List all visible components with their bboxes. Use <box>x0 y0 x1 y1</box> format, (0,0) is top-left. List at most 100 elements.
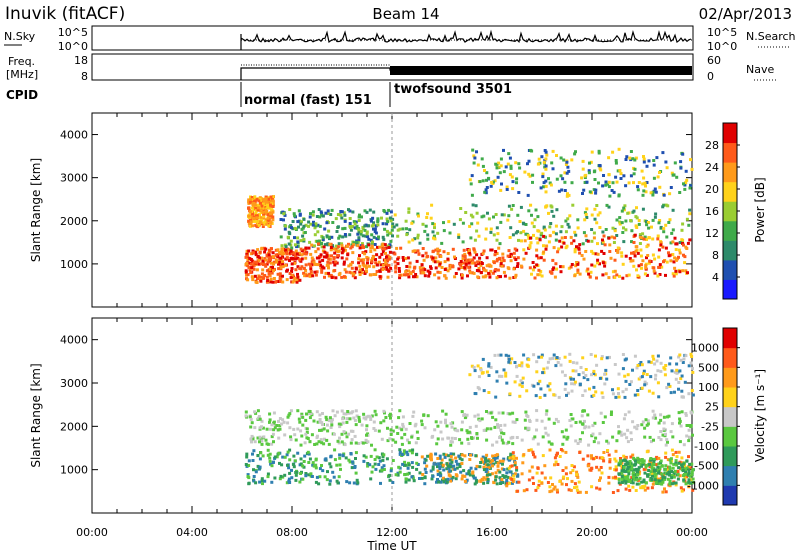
echo-cell <box>387 209 390 212</box>
echo-cell <box>529 149 532 152</box>
echo-cell <box>636 424 639 427</box>
echo-cell <box>575 362 578 365</box>
echo-cell <box>648 463 651 466</box>
echo-cell <box>252 468 255 471</box>
echo-cell <box>474 369 477 372</box>
echo-cell <box>473 415 476 418</box>
echo-cell <box>479 180 482 183</box>
echo-cell <box>586 378 589 381</box>
echo-cell <box>653 363 656 366</box>
echo-cell <box>267 261 270 264</box>
echo-cell <box>507 214 510 217</box>
colorbar-swatch <box>723 387 737 407</box>
echo-cell <box>366 261 369 264</box>
echo-cell <box>433 226 436 229</box>
echo-cell <box>565 466 568 469</box>
echo-cell <box>685 435 688 438</box>
echo-cell <box>593 208 596 211</box>
echo-cell <box>528 478 531 481</box>
echo-cell <box>512 233 515 236</box>
echo-cell <box>486 474 489 477</box>
echo-cell <box>636 470 639 473</box>
echo-cell <box>331 276 334 279</box>
echo-cell <box>490 181 493 184</box>
echo-cell <box>448 470 451 473</box>
echo-cell <box>259 436 262 439</box>
colorbar-swatch <box>723 466 737 486</box>
echo-cell <box>349 222 352 225</box>
echo-cell <box>312 214 315 217</box>
echo-cell <box>592 252 595 255</box>
echo-cell <box>511 442 514 445</box>
echo-cell <box>520 361 523 364</box>
echo-cell <box>525 414 528 417</box>
echo-cell <box>432 475 435 478</box>
echo-cell <box>584 425 587 428</box>
echo-cell <box>683 188 686 191</box>
echo-cell <box>613 191 616 194</box>
echo-cell <box>314 222 317 225</box>
echo-cell <box>415 453 418 456</box>
echo-cell <box>508 482 511 485</box>
echo-cell <box>274 426 277 429</box>
echo-cell <box>657 381 660 384</box>
echo-cell <box>359 268 362 271</box>
echo-cell <box>633 426 636 429</box>
echo-cell <box>270 278 273 281</box>
echo-cell <box>384 252 387 255</box>
echo-cell <box>252 459 255 462</box>
echo-cell <box>441 438 444 441</box>
echo-cell <box>692 394 695 397</box>
echo-cell <box>540 155 543 158</box>
echo-cell <box>494 354 497 357</box>
echo-cell <box>521 472 524 475</box>
colorbar-tick-label: 1000 <box>691 342 719 355</box>
echo-cell <box>393 253 396 256</box>
echo-cell <box>434 453 437 456</box>
echo-cell <box>637 188 640 191</box>
echo-cell <box>642 177 645 180</box>
echo-cell <box>590 485 593 488</box>
echo-cell <box>590 469 593 472</box>
echo-cell <box>432 237 435 240</box>
echo-cell <box>467 259 470 262</box>
echo-cell <box>603 235 606 238</box>
echo-cell <box>345 257 348 260</box>
echo-cell <box>317 247 320 250</box>
echo-cell <box>607 237 610 240</box>
echo-cell <box>420 420 423 423</box>
echo-cell <box>682 182 685 185</box>
echo-cell <box>321 259 324 262</box>
echo-cell <box>359 246 362 249</box>
echo-cell <box>374 243 377 246</box>
echo-cell <box>543 464 546 467</box>
echo-cell <box>543 161 546 164</box>
echo-cell <box>274 456 277 459</box>
nave-tick-bottom: 0 <box>707 70 714 83</box>
echo-cell <box>263 251 266 254</box>
echo-cell <box>558 480 561 483</box>
echo-cell <box>599 164 602 167</box>
echo-cell <box>485 228 488 231</box>
echo-cell <box>487 177 490 180</box>
echo-cell <box>576 263 579 266</box>
echo-cell <box>511 412 514 415</box>
echo-cell <box>309 472 312 475</box>
echo-cell <box>483 468 486 471</box>
echo-cell <box>470 467 473 470</box>
echo-cell <box>691 434 694 437</box>
echo-cell <box>512 451 515 454</box>
echo-cell <box>386 457 389 460</box>
echo-cell <box>330 423 333 426</box>
echo-cell <box>374 258 377 261</box>
echo-cell <box>432 250 435 253</box>
echo-cell <box>516 214 519 217</box>
echo-cell <box>558 240 561 243</box>
echo-cell <box>441 410 444 413</box>
echo-cell <box>662 260 665 263</box>
echo-cell <box>535 209 538 212</box>
echo-cell <box>388 258 391 261</box>
echo-cell <box>500 262 503 265</box>
echo-cell <box>379 421 382 424</box>
echo-cell <box>509 236 512 239</box>
